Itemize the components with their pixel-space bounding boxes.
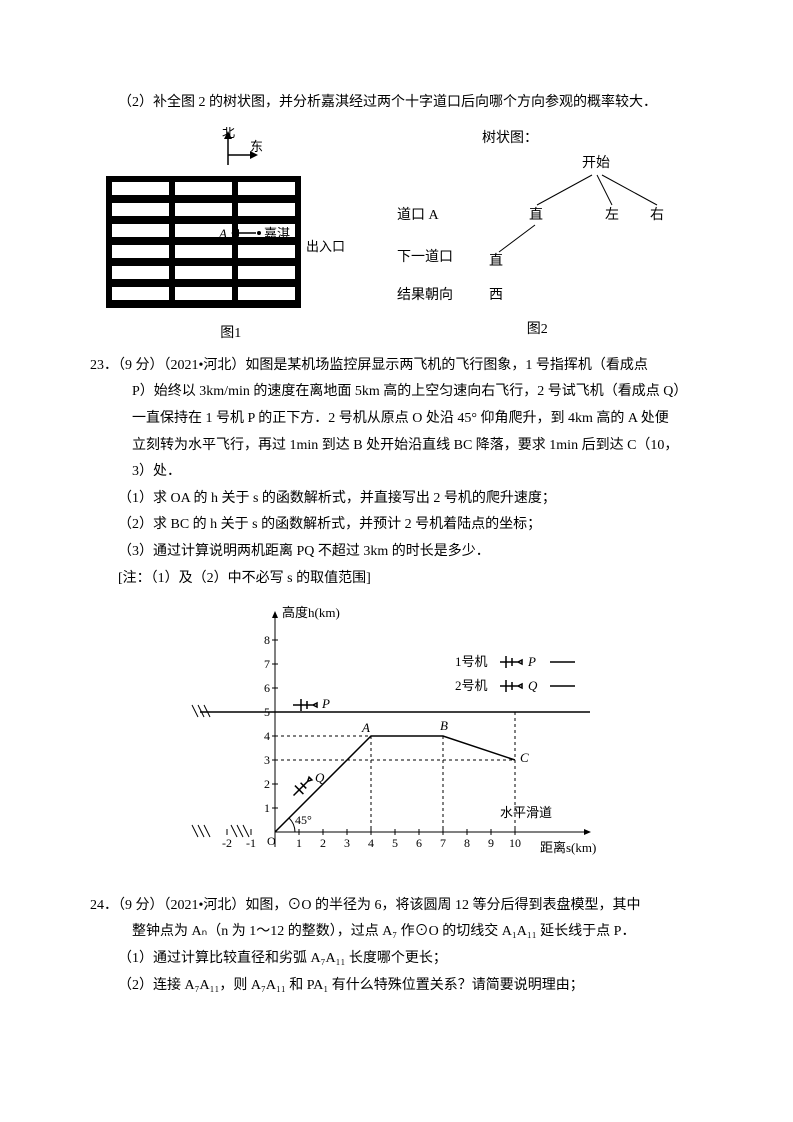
svg-text:水平滑道: 水平滑道: [500, 805, 552, 820]
q23-header: 23．（9 分）（2021•河北）如图是某机场监控屏显示两飞机的飞行图象，1 号…: [90, 353, 703, 380]
fig2-caption: 图2: [387, 317, 687, 344]
svg-text:直: 直: [489, 252, 503, 269]
svg-text:道口 A: 道口 A: [397, 207, 439, 223]
tree-block: 树状图： 开始 道口 A 直 左 右 下一道口 直 结果朝向 西 图2: [387, 127, 687, 344]
svg-text:4: 4: [368, 836, 374, 850]
q23-note: [注：（1）及（2）中不必写 s 的取值范围]: [90, 566, 703, 593]
svg-text:45°: 45°: [295, 813, 312, 827]
svg-text:O: O: [267, 834, 276, 848]
svg-text:6: 6: [416, 836, 422, 850]
svg-text:1: 1: [296, 836, 302, 850]
svg-text:Q: Q: [315, 770, 325, 785]
q24-l2: 整钟点为 Aₙ（n 为 1～12 的整数），过点 A₇ 作⊙O 的切线交 A₁A…: [90, 919, 703, 946]
svg-text:右: 右: [650, 207, 664, 223]
svg-text:-2: -2: [222, 836, 232, 850]
svg-text:北: 北: [222, 127, 235, 140]
svg-text:3: 3: [344, 836, 350, 850]
q23-p1: （1）求 OA 的 h 关于 s 的函数解析式，并直接写出 2 号机的爬升速度；: [90, 486, 703, 513]
svg-text:3: 3: [264, 753, 270, 767]
q24-p1: （1）通过计算比较直径和劣弧 A₇A₁₁ 长度哪个更长；: [90, 946, 703, 973]
svg-text:1号机: 1号机: [455, 654, 488, 669]
svg-text:-1: -1: [246, 836, 256, 850]
svg-text:P: P: [527, 654, 536, 669]
plane-p-icon: [293, 699, 317, 711]
q23-l3: 立刻转为水平飞行，再过 1min 到达 B 处开始沿直线 BC 降落，要求 1m…: [90, 433, 703, 460]
svg-text:出入口: 出入口: [306, 239, 345, 254]
fig1-block: 北 东 A 嘉淇 出入口 图1: [106, 127, 356, 348]
svg-text:嘉淇: 嘉淇: [264, 226, 290, 241]
flight-chart: 高度h(km) 距离s(km) 1 2 3 4 5 6 7 8 -2 -1 1 …: [190, 602, 703, 883]
q22-part2: （2）补全图 2 的树状图，并分析嘉淇经过两个十字道口后向哪个方向参观的概率较大…: [90, 90, 703, 117]
svg-text:下一道口: 下一道口: [397, 249, 453, 265]
flight-chart-icon: 高度h(km) 距离s(km) 1 2 3 4 5 6 7 8 -2 -1 1 …: [190, 602, 610, 872]
fig1-caption: 图1: [106, 321, 356, 348]
svg-text:10: 10: [509, 836, 521, 850]
q24-p2: （2）连接 A₇A₁₁，则 A₇A₁₁ 和 PA₁ 有什么特殊位置关系？请简要说…: [90, 973, 703, 1000]
svg-text:8: 8: [464, 836, 470, 850]
tree-diagram-icon: 树状图： 开始 道口 A 直 左 右 下一道口 直 结果朝向 西: [387, 127, 687, 307]
q23-l4: 3）处．: [90, 459, 703, 486]
museum-grid-icon: A 嘉淇 出入口: [106, 176, 356, 311]
figure-row-1: 北 东 A 嘉淇 出入口 图1 树状图： 开始: [90, 127, 703, 348]
compass-icon: 北 东: [206, 127, 266, 172]
svg-text:左: 左: [605, 207, 619, 223]
svg-text:2: 2: [264, 777, 270, 791]
q24-header: 24．（9 分）（2021•河北）如图，⊙O 的半径为 6，将该圆周 12 等分…: [90, 893, 703, 920]
svg-text:A: A: [361, 720, 370, 735]
q23-l1: P）始终以 3km/min 的速度在离地面 5km 高的上空匀速向右飞行，2 号…: [90, 379, 703, 406]
svg-text:Q: Q: [528, 678, 538, 693]
svg-text:2: 2: [320, 836, 326, 850]
svg-text:开始: 开始: [582, 155, 610, 171]
q23-p3: （3）通过计算说明两机距离 PQ 不超过 3km 的时长是多少．: [90, 539, 703, 566]
svg-text:4: 4: [264, 729, 270, 743]
svg-text:C: C: [520, 750, 529, 765]
svg-text:高度h(km): 高度h(km): [282, 605, 340, 620]
svg-text:7: 7: [264, 657, 270, 671]
svg-text:8: 8: [264, 633, 270, 647]
svg-text:P: P: [321, 696, 330, 711]
svg-text:西: 西: [489, 288, 503, 303]
svg-text:6: 6: [264, 681, 270, 695]
svg-text:7: 7: [440, 836, 446, 850]
q24-p1-text: （1）通过计算比较直径和劣弧 A₇A₁₁ 长度哪个更长；: [118, 951, 447, 966]
svg-text:距离s(km): 距离s(km): [540, 840, 596, 855]
q23-l2: 一直保持在 1 号机 P 的正下方．2 号机从原点 O 处沿 45° 仰角爬升，…: [90, 406, 703, 433]
svg-text:9: 9: [488, 836, 494, 850]
svg-text:直: 直: [529, 206, 543, 223]
q23-p2: （2）求 BC 的 h 关于 s 的函数解析式，并预计 2 号机着陆点的坐标；: [90, 512, 703, 539]
svg-text:B: B: [440, 718, 448, 733]
svg-text:东: 东: [250, 139, 263, 154]
svg-text:A: A: [218, 226, 227, 241]
svg-text:1: 1: [264, 801, 270, 815]
svg-text:结果朝向: 结果朝向: [397, 287, 453, 303]
svg-text:2号机: 2号机: [455, 678, 488, 693]
svg-text:5: 5: [392, 836, 398, 850]
svg-text:树状图：: 树状图：: [482, 130, 538, 146]
